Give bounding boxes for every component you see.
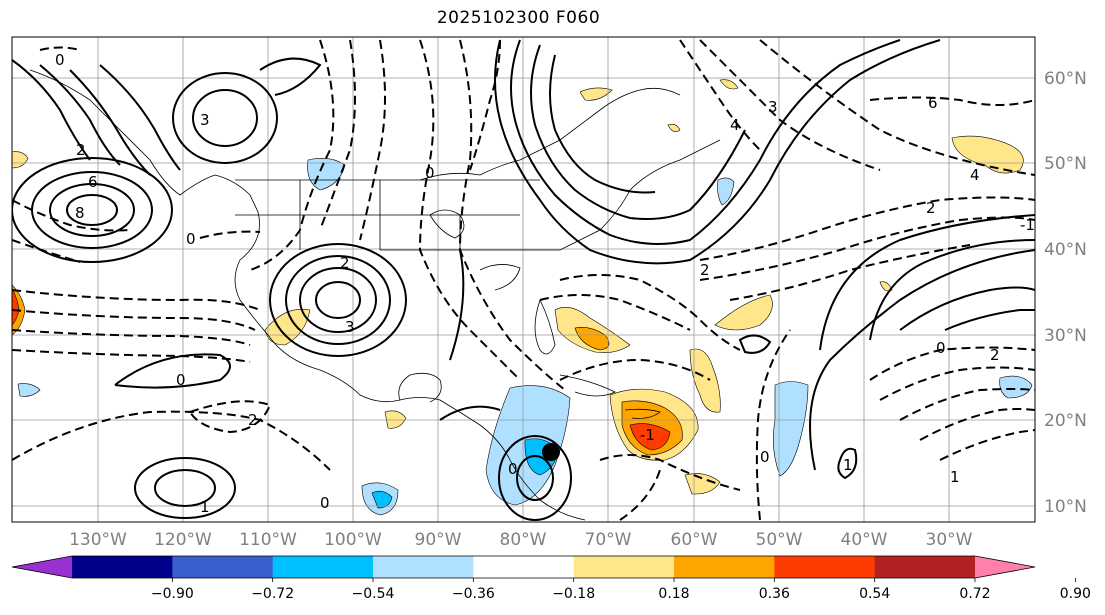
- latitude-labels: 60°N 50°N 40°N 30°N 20°N 10°N: [1044, 69, 1087, 517]
- colorbar-swatch: [674, 556, 775, 578]
- lon-label: 80°W: [500, 530, 547, 550]
- colorbar-tick-label: −0.72: [251, 586, 294, 602]
- plot-frame: [11, 36, 1036, 523]
- colorbar-tick-label: 0.18: [658, 586, 689, 602]
- lon-label: 110°W: [239, 530, 297, 550]
- dashed-contours: [12, 39, 1035, 521]
- colorbar-tick-label: 0.54: [859, 586, 890, 602]
- lon-label: 120°W: [154, 530, 212, 550]
- storm-position-dot: [542, 443, 560, 461]
- contour-label: 0: [936, 339, 946, 357]
- colorbar-swatch: [373, 556, 474, 578]
- lat-label: 60°N: [1044, 69, 1087, 89]
- contour-label: 8: [75, 204, 85, 222]
- contour-label: 0: [320, 494, 330, 512]
- contour-labels: 0 0 0 0 0 2 2 2 2 3 3 4 4 6 6 8 1 1 1 3 …: [55, 51, 1035, 516]
- lon-label: 70°W: [585, 530, 632, 550]
- colorbar-tick-label: −0.36: [452, 586, 495, 602]
- contour-label: 0: [55, 51, 65, 69]
- shaded-anomaly-regions: [12, 79, 1033, 516]
- map-title: 2025102300 F060: [436, 8, 601, 28]
- contour-label: 1: [950, 468, 960, 486]
- colorbar-tick-label: 0.90: [1060, 586, 1091, 602]
- colorbar-swatch: [573, 556, 675, 578]
- contour-label: 4: [970, 166, 980, 184]
- colorbar-tick-label: −0.18: [552, 586, 595, 602]
- contour-label: 2: [76, 141, 86, 159]
- coastlines: [29, 69, 721, 521]
- lat-label: 30°N: [1044, 326, 1087, 346]
- contour-label: 4: [730, 116, 740, 134]
- lat-label: 10°N: [1044, 497, 1087, 517]
- colorbar-tick-label: −0.54: [352, 586, 395, 602]
- contour-label: 1: [200, 498, 210, 516]
- contour-label: 1: [843, 456, 853, 474]
- contour-label: 3: [345, 318, 355, 336]
- colorbar-extend-low: [12, 556, 72, 578]
- contour-label: 2: [926, 199, 936, 217]
- lat-label: 50°N: [1044, 154, 1087, 174]
- contour-label: 6: [88, 173, 98, 191]
- colorbar-swatch: [774, 556, 876, 578]
- contour-label: 0: [425, 164, 435, 182]
- longitude-labels: 130°W 120°W 110°W 100°W 90°W 80°W 70°W 6…: [69, 530, 973, 550]
- colorbar: −0.90 −0.72 −0.54 −0.36 −0.18 0.18 0.36 0.54 0.7…: [11, 555, 1091, 602]
- colorbar-swatch: [272, 556, 374, 578]
- contour-label: 0: [508, 460, 518, 478]
- lon-label: 60°W: [671, 530, 718, 550]
- colorbar-tick-label: 0.36: [759, 586, 790, 602]
- contour-label: 2: [340, 254, 350, 272]
- colorbar-extend-high: [975, 556, 1035, 578]
- colorbar-tick-label: 0.72: [959, 586, 990, 602]
- contour-label: 2: [700, 261, 710, 279]
- lat-label: 20°N: [1044, 411, 1087, 431]
- colorbar-swatch: [874, 556, 976, 578]
- lat-label: 40°N: [1044, 240, 1087, 260]
- colorbar-swatch: [473, 556, 575, 578]
- contour-label: 2: [248, 411, 258, 429]
- contour-label: -1: [1020, 216, 1035, 234]
- lon-label: 50°W: [756, 530, 803, 550]
- colorbar-outline: [11, 555, 1036, 579]
- colorbar-tick-label: −0.90: [151, 586, 194, 602]
- contour-label: 0: [186, 230, 196, 248]
- lon-label: 100°W: [324, 530, 382, 550]
- contour-label: 6: [928, 94, 938, 112]
- lon-label: 90°W: [415, 530, 462, 550]
- contour-label: 3: [200, 111, 210, 129]
- graticule: [12, 37, 1035, 522]
- contour-label: -1: [640, 426, 655, 444]
- contour-label: 2: [990, 346, 1000, 364]
- contour-label: 0: [760, 448, 770, 466]
- colorbar-swatch: [72, 556, 173, 578]
- colorbar-swatch: [172, 556, 274, 578]
- solid-contours: [12, 39, 1035, 521]
- lon-label: 40°W: [841, 530, 888, 550]
- lon-label: 130°W: [69, 530, 127, 550]
- lon-label: 30°W: [926, 530, 973, 550]
- contour-label: 0: [176, 371, 186, 389]
- contour-label: 3: [768, 98, 778, 116]
